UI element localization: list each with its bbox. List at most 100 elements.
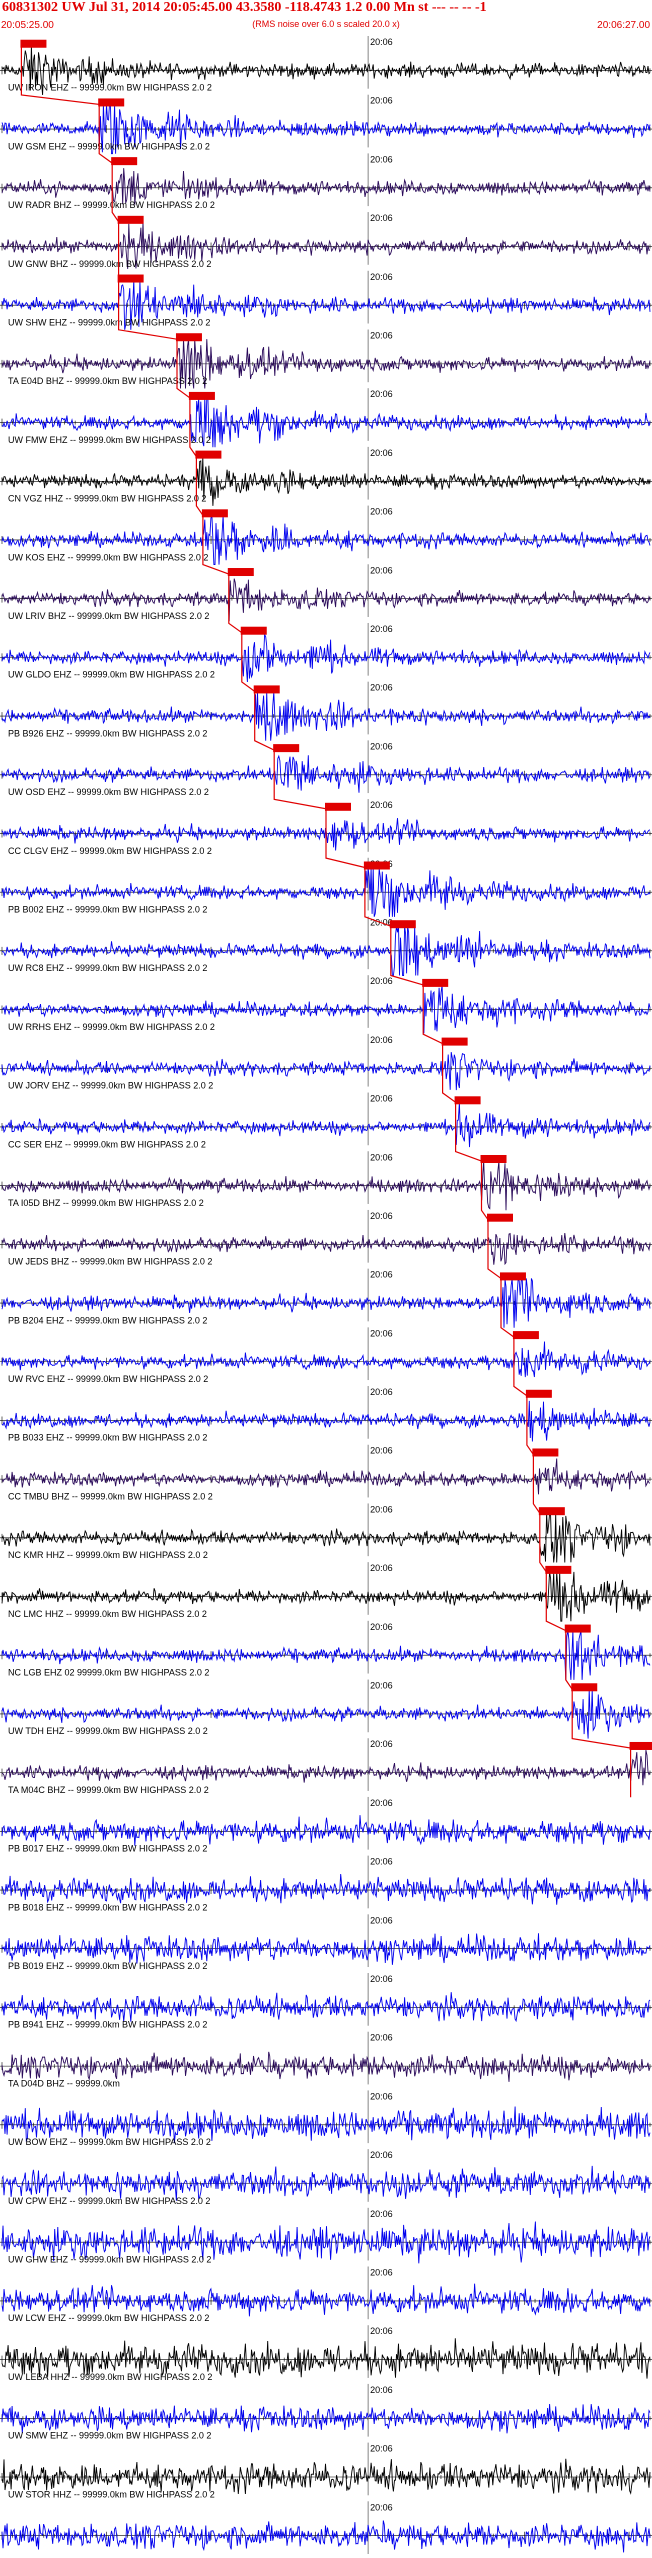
station-label: UW RADR BHZ -- 99999.0km BW HIGHPASS 2.0… bbox=[8, 200, 215, 210]
station-label: UW KOS EHZ -- 99999.0km BW HIGHPASS 2.0 … bbox=[8, 552, 208, 562]
pick-marker bbox=[253, 685, 280, 694]
station-label: UW JEDS BHZ -- 99999.0km BW HIGHPASS 2.0… bbox=[8, 1257, 212, 1267]
seismogram-plot: 20:06 UW IRON EHZ -- 99999.0km BW HIGHPAS… bbox=[0, 36, 652, 2554]
minute-tick-label: 20:06 bbox=[370, 507, 393, 517]
minute-tick-label: 20:06 bbox=[370, 2502, 393, 2512]
waveform bbox=[1, 2520, 651, 2553]
trace-30: 20:06 PB B017 EHZ -- 99999.0km BW HIGHPAS… bbox=[0, 1796, 652, 1854]
pick-marker bbox=[175, 333, 202, 342]
trace-31: 20:06 PB B018 EHZ -- 99999.0km BW HIGHPAS… bbox=[0, 1855, 652, 1912]
trace-27: 20:06 NC LGB EHZ 02 99999.0km BW HIGHPASS… bbox=[0, 1620, 652, 1680]
waveform bbox=[1, 634, 651, 683]
minute-tick-label: 20:06 bbox=[370, 213, 393, 223]
station-label: TA M04C BHZ -- 99999.0km BW HIGHPASS 2.0… bbox=[8, 1785, 209, 1795]
station-label: UW GLDO EHZ -- 99999.0km BW HIGHPASS 2.0… bbox=[8, 670, 215, 680]
station-label: UW LEBA HHZ -- 99999.0km BW HIGHPASS 2.0… bbox=[8, 2372, 212, 2382]
pick-marker bbox=[629, 1741, 652, 1750]
waveform bbox=[1, 168, 651, 205]
minute-tick-label: 20:06 bbox=[370, 96, 393, 106]
pick-marker bbox=[389, 920, 416, 929]
minute-tick-label: 20:06 bbox=[370, 1681, 393, 1691]
trace-6: 20:06 UW FMW EHZ -- 99999.0km BW HIGHPASS… bbox=[0, 388, 652, 448]
station-label: UW RRHS EHZ -- 99999.0km BW HIGHPASS 2.0… bbox=[8, 1022, 215, 1032]
waveform bbox=[1, 1278, 651, 1328]
trace-34: 20:06 TA D04D BHZ -- 99999.0km bbox=[0, 2031, 652, 2088]
minute-tick-label: 20:06 bbox=[370, 1270, 393, 1280]
waveform bbox=[1, 691, 651, 741]
minute-tick-label: 20:06 bbox=[370, 2033, 393, 2043]
station-label: NC LGB EHZ 02 99999.0km BW HIGHPASS 2.0 … bbox=[8, 1668, 209, 1678]
trace-20: 20:06 UW JEDS BHZ -- 99999.0km BW HIGHPAS… bbox=[0, 1209, 652, 1267]
waveform bbox=[1, 1815, 651, 1846]
pick-marker bbox=[363, 861, 390, 870]
pick-marker bbox=[441, 1037, 468, 1046]
station-label: PB B941 EHZ -- 99999.0km BW HIGHPASS 2.0… bbox=[8, 2020, 207, 2030]
pick-marker bbox=[454, 1096, 481, 1105]
pick-marker bbox=[117, 274, 144, 283]
trace-0: 20:06 UW IRON EHZ -- 99999.0km BW HIGHPAS… bbox=[0, 36, 652, 96]
station-label: UW SMW EHZ -- 99999.0km BW HIGHPASS 2.0 … bbox=[8, 2431, 211, 2441]
pick-marker bbox=[480, 1154, 507, 1163]
waveform bbox=[1, 754, 651, 793]
minute-tick-label: 20:06 bbox=[370, 1915, 393, 1925]
trace-35: 20:06 UW BOW EHZ -- 99999.0km BW HIGHPASS… bbox=[0, 2090, 652, 2147]
minute-tick-label: 20:06 bbox=[370, 1563, 393, 1573]
minute-tick-label: 20:06 bbox=[370, 1094, 393, 1104]
minute-tick-label: 20:06 bbox=[370, 2444, 393, 2454]
trace-3: 20:06 UW GNW BHZ -- 99999.0km BW HIGHPASS… bbox=[0, 212, 652, 269]
minute-tick-label: 20:06 bbox=[370, 683, 393, 693]
waveform bbox=[1, 1630, 651, 1680]
trace-28: 20:06 UW TDH EHZ -- 99999.0km BW HIGHPASS… bbox=[0, 1679, 652, 1739]
minute-tick-label: 20:06 bbox=[370, 624, 393, 634]
station-label: UW LCW EHZ -- 99999.0km BW HIGHPASS 2.0 … bbox=[8, 2313, 209, 2323]
minute-tick-label: 20:06 bbox=[370, 2209, 393, 2219]
trace-24: 20:06 CC TMBU BHZ -- 99999.0km BW HIGHPAS… bbox=[0, 1444, 652, 1501]
station-label: UW FMW EHZ -- 99999.0km BW HIGHPASS 2.0 … bbox=[8, 435, 211, 445]
station-label: PB B926 EHZ -- 99999.0km BW HIGHPASS 2.0… bbox=[8, 728, 207, 738]
station-label: UW RVC EHZ -- 99999.0km BW HIGHPASS 2.0 … bbox=[8, 1374, 208, 1384]
minute-tick-label: 20:06 bbox=[370, 800, 393, 810]
event-title: 60831302 UW Jul 31, 2014 20:05:45.00 43.… bbox=[2, 0, 487, 15]
trace-21: 20:06 PB B204 EHZ -- 99999.0km BW HIGHPAS… bbox=[0, 1268, 652, 1328]
minute-tick-label: 20:06 bbox=[370, 1798, 393, 1808]
trace-37: 20:06 UW GHW EHZ -- 99999.0km BW HIGHPASS… bbox=[0, 2207, 652, 2265]
time-start-label: 20:05:25.00 bbox=[1, 20, 54, 31]
minute-tick-label: 20:06 bbox=[370, 565, 393, 575]
trace-29: 20:06 TA M04C BHZ -- 99999.0km BW HIGHPAS… bbox=[0, 1738, 652, 1795]
station-label: CC SER EHZ -- 99999.0km BW HIGHPASS 2.0 … bbox=[8, 1139, 206, 1149]
pick-marker bbox=[111, 157, 138, 166]
waveform bbox=[1, 2458, 651, 2495]
pick-marker bbox=[525, 1389, 552, 1398]
plot-header: 60831302 UW Jul 31, 2014 20:05:45.00 43.… bbox=[0, 0, 652, 34]
minute-tick-label: 20:06 bbox=[370, 1504, 393, 1514]
station-label: UW IRON EHZ -- 99999.0km BW HIGHPASS 2.0… bbox=[8, 83, 212, 93]
waveform bbox=[1, 2403, 651, 2434]
trace-23: 20:06 PB B033 EHZ -- 99999.0km BW HIGHPAS… bbox=[0, 1386, 652, 1443]
trace-33: 20:06 PB B941 EHZ -- 99999.0km BW HIGHPAS… bbox=[0, 1973, 652, 2030]
pick-marker bbox=[273, 744, 300, 753]
minute-tick-label: 20:06 bbox=[370, 2268, 393, 2278]
trace-5: 20:06 TA E04D BHZ -- 99999.0km BW HIGHPAS… bbox=[0, 329, 652, 389]
station-label: UW JORV EHZ -- 99999.0km BW HIGHPASS 2.0… bbox=[8, 1081, 213, 1091]
waveform bbox=[1, 578, 651, 622]
station-label: UW STOR HHZ -- 99999.0km BW HIGHPASS 2.0… bbox=[8, 2489, 215, 2499]
minute-tick-label: 20:06 bbox=[370, 2326, 393, 2336]
waveform bbox=[1, 1341, 651, 1378]
station-label: PB B019 EHZ -- 99999.0km BW HIGHPASS 2.0… bbox=[8, 1961, 207, 1971]
pick-marker bbox=[422, 978, 449, 987]
trace-4: 20:06 UW SHW EHZ -- 99999.0km BW HIGHPASS… bbox=[0, 270, 652, 330]
waveform bbox=[1, 2106, 651, 2144]
station-label: PB B033 EHZ -- 99999.0km BW HIGHPASS 2.0… bbox=[8, 1433, 207, 1443]
waveform bbox=[1, 1052, 651, 1091]
trace-11: 20:06 PB B926 EHZ -- 99999.0km BW HIGHPAS… bbox=[0, 681, 652, 741]
minute-tick-label: 20:06 bbox=[370, 1152, 393, 1162]
pick-marker bbox=[201, 509, 228, 518]
rms-subtitle: (RMS noise over 6.0 s scaled 20.0 x) bbox=[252, 19, 400, 29]
waveform bbox=[1, 2283, 651, 2317]
trace-39: 20:06 UW LEBA HHZ -- 99999.0km BW HIGHPAS… bbox=[0, 2325, 652, 2382]
pick-marker bbox=[487, 1213, 513, 1222]
minute-tick-label: 20:06 bbox=[370, 1035, 393, 1045]
station-label: TA D04D BHZ -- 99999.0km bbox=[8, 2078, 120, 2088]
pick-marker bbox=[227, 568, 254, 577]
trace-19: 20:06 TA I05D BHZ -- 99999.0km BW HIGHPAS… bbox=[0, 1151, 652, 1211]
